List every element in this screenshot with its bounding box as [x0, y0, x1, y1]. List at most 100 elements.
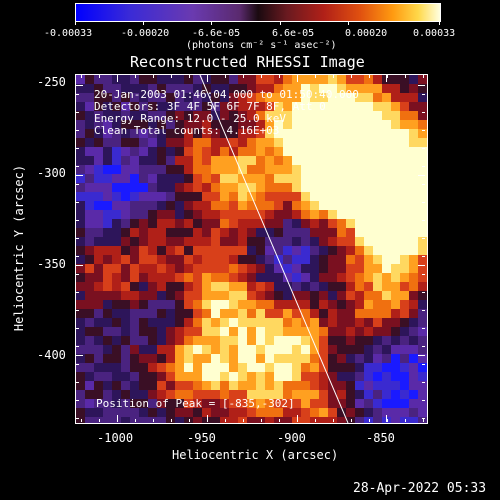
heatmap-cell [328, 318, 338, 328]
heatmap-cell [220, 75, 230, 85]
heatmap-cell [229, 417, 239, 423]
heatmap-cell [94, 399, 104, 409]
heatmap-cell [238, 210, 248, 220]
heatmap-cell [175, 255, 185, 265]
heatmap-cell [85, 93, 95, 103]
colorbar-tick-label: -0.00033 [44, 28, 93, 39]
heatmap-cell [301, 246, 311, 256]
heatmap-cell [274, 282, 284, 292]
heatmap-cell [310, 282, 320, 292]
heatmap-cell [130, 174, 140, 184]
heatmap-cell [274, 336, 284, 346]
heatmap-cell [265, 75, 275, 85]
heatmap-cell [373, 246, 383, 256]
heatmap-cell [256, 363, 266, 373]
heatmap-cell [409, 354, 419, 364]
heatmap-cell [103, 210, 113, 220]
heatmap-cell [175, 111, 185, 121]
heatmap-cell [274, 129, 284, 139]
heatmap-cell [409, 300, 419, 310]
heatmap-cell [247, 75, 257, 85]
heatmap-cell [76, 417, 86, 423]
heatmap-cell [373, 147, 383, 157]
heatmap-cell [247, 381, 257, 391]
heatmap-cell [400, 255, 410, 265]
heatmap-cell [103, 417, 113, 423]
heatmap-cell [337, 417, 347, 423]
heatmap-cell [193, 390, 203, 400]
heatmap-cell [130, 138, 140, 148]
heatmap-cell [346, 399, 356, 409]
heatmap-cell [355, 318, 365, 328]
heatmap-cell [319, 417, 329, 423]
heatmap-cell [409, 219, 419, 229]
axis-tick [76, 112, 79, 113]
heatmap-cell [274, 147, 284, 157]
axis-tick [422, 184, 425, 185]
heatmap-cell [400, 174, 410, 184]
heatmap-cell [211, 183, 221, 193]
heatmap-cell [193, 156, 203, 166]
heatmap-cell [346, 309, 356, 319]
heatmap-cell [229, 111, 239, 121]
heatmap-cell [238, 399, 248, 409]
heatmap-cell [229, 273, 239, 283]
heatmap-cell [382, 282, 392, 292]
heatmap-cell [121, 147, 131, 157]
heatmap-cell [337, 201, 347, 211]
heatmap-cell [211, 246, 221, 256]
colorbar-unit-label: (photons cm⁻² s⁻¹ asec⁻²) [186, 40, 337, 51]
heatmap-cell [391, 174, 401, 184]
heatmap-cell [220, 228, 230, 238]
heatmap-cell [238, 201, 248, 211]
heatmap-cell [85, 255, 95, 265]
heatmap-cell [184, 327, 194, 337]
heatmap-cell [166, 345, 176, 355]
axis-tick [422, 274, 425, 275]
heatmap-cell [85, 102, 95, 112]
heatmap-cell [193, 219, 203, 229]
heatmap-cell [400, 318, 410, 328]
heatmap-cell [112, 300, 122, 310]
heatmap-cell [94, 372, 104, 382]
heatmap-cell [202, 273, 212, 283]
heatmap-cell [184, 282, 194, 292]
heatmap-cell [76, 237, 86, 247]
heatmap-cell [112, 291, 122, 301]
heatmap-cell [301, 129, 311, 139]
heatmap-cell [85, 354, 95, 364]
heatmap-cell [220, 210, 230, 220]
heatmap-cell [220, 201, 230, 211]
heatmap-cell [94, 381, 104, 391]
heatmap-cell [112, 210, 122, 220]
heatmap-cell [247, 255, 257, 265]
heatmap-cell [247, 345, 257, 355]
heatmap-cell [283, 309, 293, 319]
heatmap-cell [337, 129, 347, 139]
colorbar-tick [348, 21, 349, 25]
heatmap-cell [202, 147, 212, 157]
heatmap-cell [310, 237, 320, 247]
heatmap-cell [337, 399, 347, 409]
heatmap-cell [373, 84, 383, 94]
heatmap-cell [418, 417, 427, 423]
heatmap-cell [166, 183, 176, 193]
heatmap-cell [202, 318, 212, 328]
heatmap-cell [193, 300, 203, 310]
heatmap-cell [121, 309, 131, 319]
heatmap-cell [229, 354, 239, 364]
heatmap-cell [103, 129, 113, 139]
heatmap-cell [211, 399, 221, 409]
heatmap-cell [418, 111, 427, 121]
heatmap-cell [373, 129, 383, 139]
heatmap-cell [139, 246, 149, 256]
heatmap-cell [166, 300, 176, 310]
heatmap-cell [418, 363, 427, 373]
heatmap-cell [274, 408, 284, 418]
heatmap-cell [103, 228, 113, 238]
heatmap-cell [274, 156, 284, 166]
heatmap-cell [364, 174, 374, 184]
heatmap-cell [76, 183, 86, 193]
heatmap-cell [211, 102, 221, 112]
heatmap-cell [211, 138, 221, 148]
